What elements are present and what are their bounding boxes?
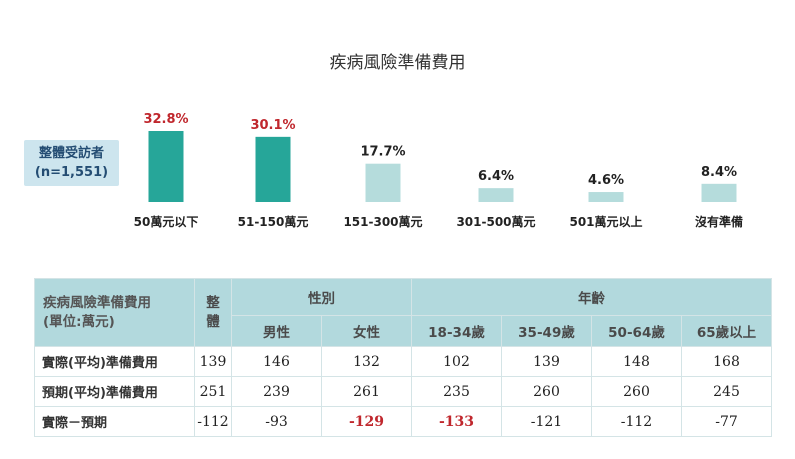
table-body: 實際(平均)準備費用 139 146 132 102 139 148 168 預期(平均)準備費… <box>34 346 772 437</box>
cell-total: -112 <box>194 406 232 437</box>
group-label-name: 整體受訪者 <box>38 146 104 161</box>
cell-total: 251 <box>194 376 232 407</box>
header-label-unit: (單位:萬元) <box>43 313 115 330</box>
value-label-4: 4.6% <box>588 173 624 188</box>
table-row: 預期(平均)準備費用 251 239 261 235 260 260 245 <box>34 376 772 407</box>
table-cell: -93 <box>231 406 322 437</box>
row-label: 實際(平均)準備費用 <box>34 346 195 377</box>
header-total-char2: 體 <box>206 313 220 330</box>
value-label-2: 17.7% <box>360 145 405 160</box>
table-cell: -112 <box>591 406 682 437</box>
category-label-5: 沒有準備 <box>695 214 743 229</box>
table-cell: 260 <box>501 376 592 407</box>
bar-3 <box>478 188 514 202</box>
chart-title: 疾病風險準備費用 <box>329 53 466 73</box>
cell-total: 139 <box>194 346 232 377</box>
header-age-group: 年齡 <box>411 278 772 316</box>
table-cell: 148 <box>591 346 682 377</box>
table-cell: 245 <box>681 376 772 407</box>
header-col-age-65-plus: 65歲以上 <box>681 315 772 347</box>
header-col-female: 女性 <box>321 315 412 347</box>
table-cell: 168 <box>681 346 772 377</box>
table-cell: -77 <box>681 406 772 437</box>
category-label-4: 501萬元以上 <box>569 214 642 229</box>
category-label-0: 50萬元以下 <box>134 214 199 229</box>
bar-0 <box>148 131 184 202</box>
bar-chart: 32.8% 50萬元以下 30.1% 51-150萬元 17.7% 151-300萬元 6.… <box>134 112 743 229</box>
value-label-3: 6.4% <box>478 169 514 184</box>
table-header-label: 疾病風險準備費用 (單位:萬元) <box>34 278 195 347</box>
category-label-2: 151-300萬元 <box>343 214 422 229</box>
table-cell: 146 <box>231 346 322 377</box>
table-cell: -121 <box>501 406 592 437</box>
value-label-5: 8.4% <box>701 165 737 180</box>
header-label-title: 疾病風險準備費用 <box>43 294 151 311</box>
respondent-group-label: 整體受訪者 (n=1,551) <box>24 140 119 186</box>
table-cell: 261 <box>321 376 412 407</box>
table-cell: 132 <box>321 346 412 377</box>
header-total: 整 體 <box>194 278 232 347</box>
table-row: 實際(平均)準備費用 139 146 132 102 139 148 168 <box>34 346 772 377</box>
table-cell: 102 <box>411 346 502 377</box>
value-label-1: 30.1% <box>250 118 295 133</box>
value-label-0: 32.8% <box>143 112 188 127</box>
row-label: 實際－預期 <box>34 406 195 437</box>
table-cell: 235 <box>411 376 502 407</box>
header-col-male: 男性 <box>231 315 322 347</box>
row-label: 預期(平均)準備費用 <box>34 376 195 407</box>
table-cell: -129 <box>321 406 412 437</box>
bar-5 <box>701 183 737 202</box>
header-col-age-35-49: 35-49歲 <box>501 315 592 347</box>
header-total-char1: 整 <box>206 294 220 311</box>
bar-1 <box>255 136 291 202</box>
table-cell: -133 <box>411 406 502 437</box>
bar-4 <box>588 192 624 202</box>
bar-2 <box>365 163 401 202</box>
group-label-count: (n=1,551) <box>34 165 109 180</box>
cost-table: 疾病風險準備費用 (單位:萬元) 整 體 性別 年齡 男性 女性 18-34歲 … <box>34 278 772 437</box>
table-cell: 239 <box>231 376 322 407</box>
table-row: 實際－預期 -112 -93 -129 -133 -121 -112 -77 <box>34 406 772 437</box>
category-label-1: 51-150萬元 <box>238 214 309 229</box>
header-col-age-50-64: 50-64歲 <box>591 315 682 347</box>
category-label-3: 301-500萬元 <box>456 214 535 229</box>
header-gender-group: 性別 <box>231 278 412 316</box>
header-col-age-18-34: 18-34歲 <box>411 315 502 347</box>
table-cell: 260 <box>591 376 682 407</box>
table-cell: 139 <box>501 346 592 377</box>
